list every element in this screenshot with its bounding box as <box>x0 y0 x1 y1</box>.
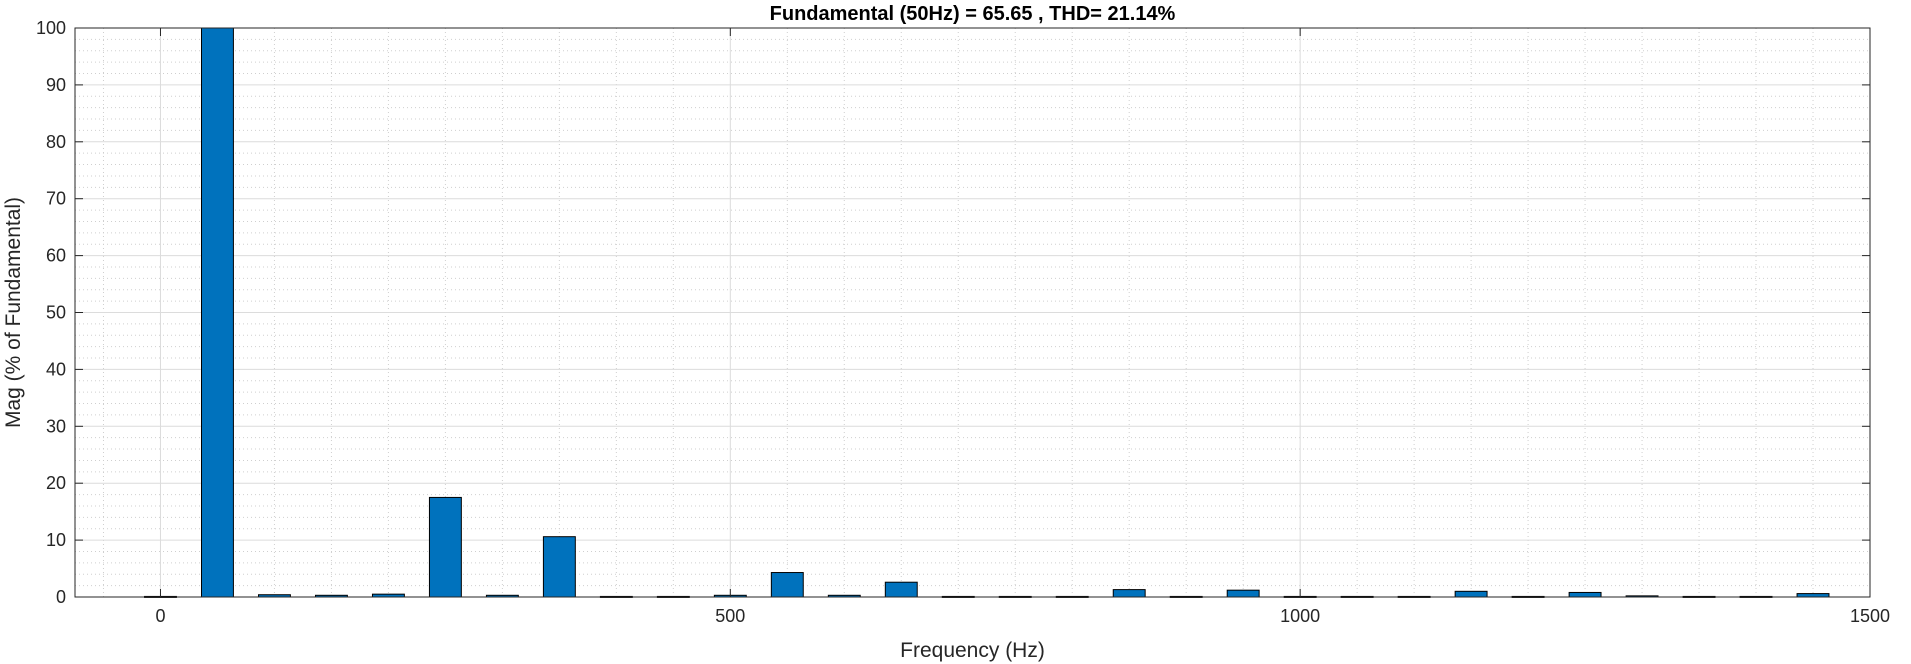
y-tick-label: 40 <box>46 359 66 379</box>
bar <box>201 27 234 598</box>
axis-ticks <box>75 27 1871 598</box>
bar <box>770 572 804 598</box>
bar <box>1226 589 1260 598</box>
y-tick-label: 20 <box>46 473 66 493</box>
y-tick-label: 10 <box>46 530 66 550</box>
bar <box>1454 590 1488 598</box>
y-tick-label: 100 <box>36 18 66 38</box>
bar <box>1796 593 1830 598</box>
bar <box>884 581 918 598</box>
x-tick-label: 1000 <box>1280 606 1320 626</box>
y-tick-label: 70 <box>46 189 66 209</box>
x-axis-label: Frequency (Hz) <box>900 639 1045 662</box>
x-tick-label: 1500 <box>1850 606 1890 626</box>
bar <box>428 496 462 598</box>
chart-title: Fundamental (50Hz) = 65.65 , THD= 21.14% <box>770 3 1176 25</box>
x-tick-label: 0 <box>155 606 165 626</box>
bar <box>1568 591 1602 598</box>
y-tick-label: 60 <box>46 246 66 266</box>
y-tick-label: 90 <box>46 75 66 95</box>
y-tick-label: 30 <box>46 416 66 436</box>
bar <box>542 536 576 598</box>
bar <box>1112 589 1146 598</box>
major-grid <box>75 28 1870 597</box>
y-tick-label: 80 <box>46 132 66 152</box>
y-axis-label: Mag (% of Fundamental) <box>2 197 25 428</box>
x-tick-label: 500 <box>715 606 745 626</box>
y-tick-label: 50 <box>46 303 66 323</box>
y-tick-label: 0 <box>56 587 66 607</box>
